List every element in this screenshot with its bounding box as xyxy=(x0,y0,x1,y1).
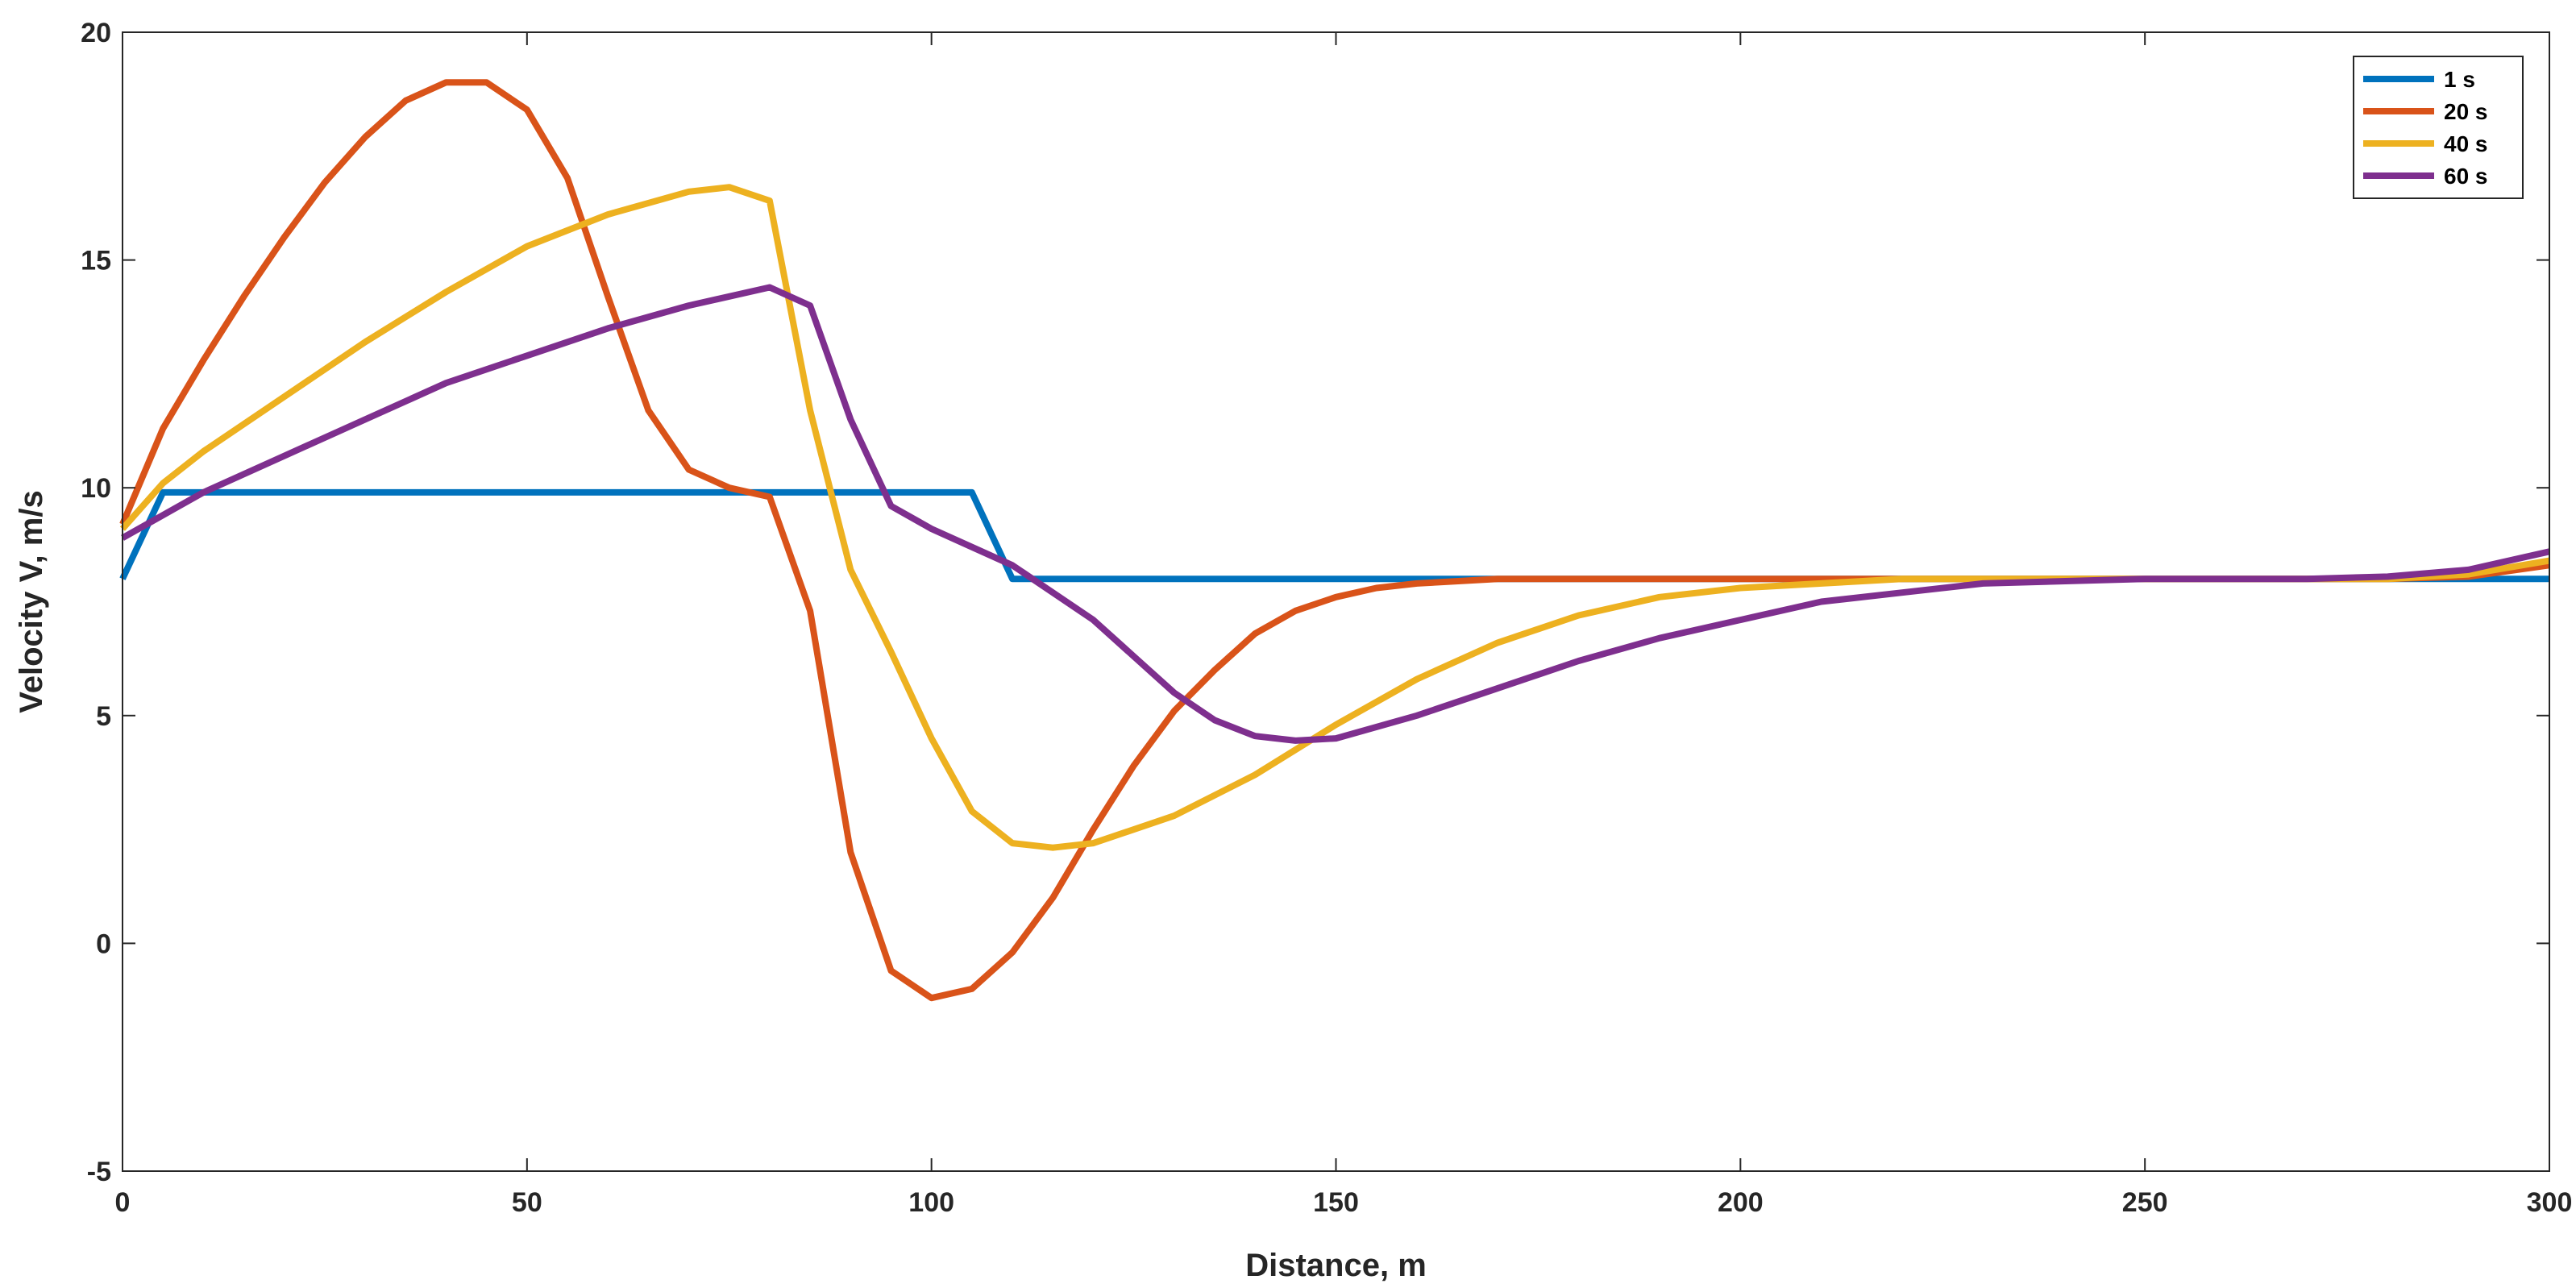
series-line-1 xyxy=(119,488,2549,583)
x-tick-label: 200 xyxy=(1718,1187,1764,1218)
x-axis-label: Distance, m xyxy=(1245,1248,1427,1283)
legend-label-4: 60 s xyxy=(2444,164,2488,189)
y-tick-label: 0 xyxy=(96,929,111,959)
y-tick-label: 5 xyxy=(96,701,111,732)
x-tick-label: 300 xyxy=(2527,1187,2573,1218)
y-axis-label: Velocity V, m/s xyxy=(14,490,49,713)
y-tick-label: 20 xyxy=(81,18,111,48)
x-tick-label: 100 xyxy=(908,1187,954,1218)
series-line-4 xyxy=(121,284,2550,744)
x-tick-label: 50 xyxy=(512,1187,542,1218)
series-layer xyxy=(119,79,2550,1002)
legend-label-3: 40 s xyxy=(2444,131,2488,156)
legend: 1 s 20 s 40 s 60 s xyxy=(2353,56,2524,199)
y-tick-label: -5 xyxy=(87,1157,111,1187)
series-line-2 xyxy=(119,79,2550,1002)
legend-label-2: 20 s xyxy=(2444,99,2488,124)
y-tick-label: 15 xyxy=(81,246,111,276)
x-tick-label: 0 xyxy=(115,1187,131,1218)
x-tick-label: 250 xyxy=(2122,1187,2168,1218)
series-line-3 xyxy=(120,184,2550,851)
x-tick-label: 150 xyxy=(1313,1187,1359,1218)
legend-label-1: 1 s xyxy=(2444,67,2475,92)
y-tick-label: 10 xyxy=(81,473,111,504)
